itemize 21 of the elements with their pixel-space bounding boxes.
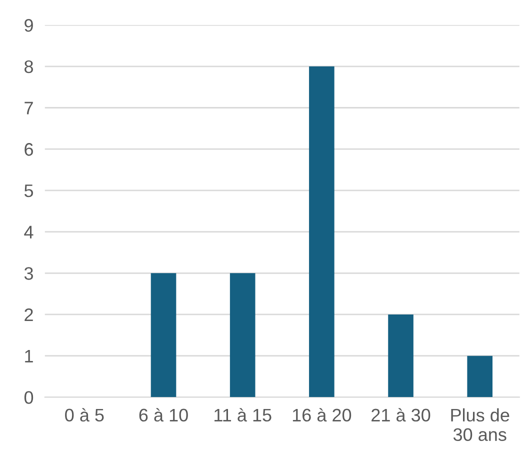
x-tick-label: 6 à 10 xyxy=(139,408,188,422)
x-tick-label: 21 à 30 xyxy=(372,408,430,422)
bar xyxy=(467,356,492,398)
x-tick-label: 0 à 5 xyxy=(65,408,104,422)
y-tick-label: 6 xyxy=(24,143,33,156)
y-tick-label: 2 xyxy=(24,308,33,322)
y-tick-label: 0 xyxy=(24,391,34,404)
bar xyxy=(230,273,256,398)
x-tick-label: Plus de 30 ans xyxy=(451,408,510,442)
y-tick-label: 1 xyxy=(25,350,33,362)
y-tick-label: 3 xyxy=(24,267,33,280)
bar xyxy=(388,314,414,398)
y-tick-label: 7 xyxy=(24,102,33,114)
x-tick-label: 11 à 15 xyxy=(214,408,272,422)
x-tick-label: 16 à 20 xyxy=(292,408,352,422)
bar xyxy=(150,273,176,398)
bar xyxy=(309,66,334,398)
y-tick-label: 8 xyxy=(24,60,33,74)
y-tick-label: 4 xyxy=(24,226,34,238)
y-tick-label: 9 xyxy=(24,18,33,32)
y-tick-label: 5 xyxy=(24,184,34,198)
